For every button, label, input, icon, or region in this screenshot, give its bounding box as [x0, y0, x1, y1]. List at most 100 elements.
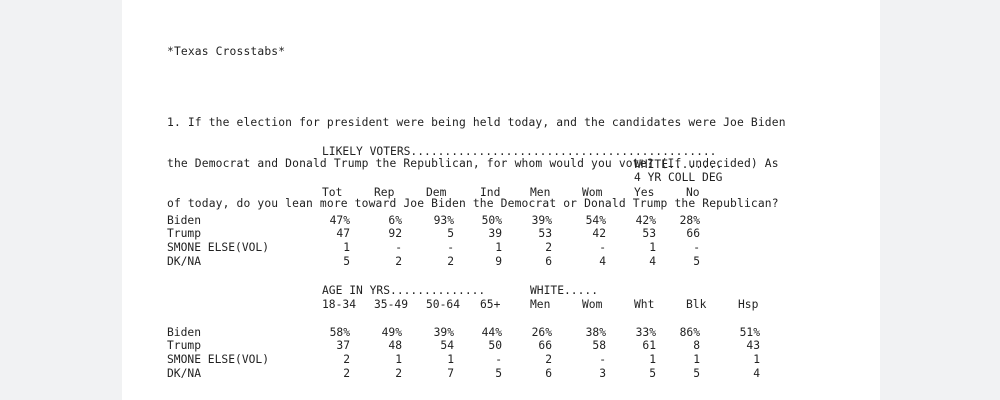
table-cell: 86%	[679, 326, 700, 339]
document-page: *Texas Crosstabs* 1. If the election for…	[122, 0, 880, 400]
table2-white-group-label: WHITE.....	[530, 284, 599, 297]
table-cell: 2	[447, 255, 454, 268]
table-cell: 1	[495, 241, 502, 254]
table-cell: 2	[545, 241, 552, 254]
row-label: Trump	[167, 339, 202, 352]
table1-subgroup-label: 4 YR COLL DEG	[634, 171, 723, 184]
table-cell: 53	[538, 227, 552, 240]
question-line: the Democrat and Donald Trump the Republ…	[167, 156, 779, 170]
table-cell: 3	[599, 367, 606, 380]
column-header: Wom	[582, 186, 603, 199]
row-label: DK/NA	[167, 255, 202, 268]
table-cell: 5	[649, 367, 656, 380]
table-cell: -	[395, 241, 402, 254]
table-cell: 1	[395, 353, 402, 366]
table-cell: 5	[447, 227, 454, 240]
table-cell: 2	[343, 353, 350, 366]
table-cell: 50	[488, 339, 502, 352]
table-cell: 5	[343, 255, 350, 268]
table-cell: 43	[746, 339, 760, 352]
question-line: 1. If the election for president were be…	[167, 116, 786, 129]
table1-subgroup-label: WHITE........	[634, 158, 723, 171]
table-cell: 6	[545, 255, 552, 268]
table-cell: 2	[545, 353, 552, 366]
table-cell: 4	[753, 367, 760, 380]
question-line: of today, do you lean more toward Joe Bi…	[167, 197, 779, 210]
table-cell: 58	[592, 339, 606, 352]
table-cell: 26%	[531, 326, 552, 339]
column-header: 35-49	[374, 298, 409, 311]
table-cell: 5	[693, 367, 700, 380]
table-cell: 4	[599, 255, 606, 268]
table-cell: 53	[642, 227, 656, 240]
table-cell: 58%	[329, 326, 350, 339]
table2-age-group-label: AGE IN YRS..............	[322, 284, 486, 297]
table-cell: 39%	[433, 326, 454, 339]
document-title: *Texas Crosstabs*	[167, 45, 286, 58]
column-header: Wht	[634, 298, 655, 311]
table-cell: 42	[592, 227, 606, 240]
table-cell: 5	[495, 367, 502, 380]
table-cell: 50%	[481, 214, 502, 227]
table-cell: 6	[545, 367, 552, 380]
column-header: Tot	[322, 186, 343, 199]
table-cell: 39	[488, 227, 502, 240]
table-cell: 4	[649, 255, 656, 268]
column-header: 65+	[480, 298, 501, 311]
table-cell: 2	[395, 255, 402, 268]
table-cell: 92	[388, 227, 402, 240]
column-header: 50-64	[426, 298, 461, 311]
table-cell: 7	[447, 367, 454, 380]
table-cell: 54	[440, 339, 454, 352]
table-cell: 38%	[585, 326, 606, 339]
column-header: Yes	[634, 186, 655, 199]
table-cell: 66	[686, 227, 700, 240]
column-header: No	[686, 186, 700, 199]
column-header: Wom	[582, 298, 603, 311]
row-label: SMONE ELSE(VOL)	[167, 353, 270, 366]
table-cell: -	[599, 353, 606, 366]
table-cell: 1	[753, 353, 760, 366]
table-cell: 48	[388, 339, 402, 352]
table-cell: 61	[642, 339, 656, 352]
column-header: Rep	[374, 186, 395, 199]
table-cell: 1	[649, 353, 656, 366]
table-cell: 9	[495, 255, 502, 268]
table-cell: 39%	[531, 214, 552, 227]
table1-group-label: LIKELY VOTERS...........................…	[322, 145, 717, 158]
table-cell: 2	[395, 367, 402, 380]
row-label: DK/NA	[167, 367, 202, 380]
table-cell: 47	[336, 227, 350, 240]
column-header: Men	[530, 186, 551, 199]
table-cell: 1	[649, 241, 656, 254]
table-cell: -	[599, 241, 606, 254]
table-cell: 28%	[679, 214, 700, 227]
table-cell: 47%	[329, 214, 350, 227]
table-cell: 44%	[481, 326, 502, 339]
table-cell: 2	[343, 367, 350, 380]
table-cell: 1	[343, 241, 350, 254]
table-cell: -	[447, 241, 454, 254]
table-cell: 49%	[381, 326, 402, 339]
column-header: Dem	[426, 186, 447, 199]
table-cell: 33%	[635, 326, 656, 339]
question-text: 1. If the election for president were be…	[167, 89, 786, 238]
table-cell: -	[495, 353, 502, 366]
table-cell: -	[693, 241, 700, 254]
table-cell: 93%	[433, 214, 454, 227]
table-cell: 6%	[388, 214, 402, 227]
table-cell: 5	[693, 255, 700, 268]
table-cell: 54%	[585, 214, 606, 227]
column-header: Hsp	[738, 298, 759, 311]
column-header: 18-34	[322, 298, 357, 311]
table-cell: 42%	[635, 214, 656, 227]
table-cell: 8	[693, 339, 700, 352]
row-label: SMONE ELSE(VOL)	[167, 241, 270, 254]
column-header: Men	[530, 298, 551, 311]
table-cell: 37	[336, 339, 350, 352]
table-cell: 66	[538, 339, 552, 352]
row-label: Trump	[167, 227, 202, 240]
table-cell: 1	[447, 353, 454, 366]
row-label: Biden	[167, 326, 202, 339]
column-header: Ind	[480, 186, 501, 199]
